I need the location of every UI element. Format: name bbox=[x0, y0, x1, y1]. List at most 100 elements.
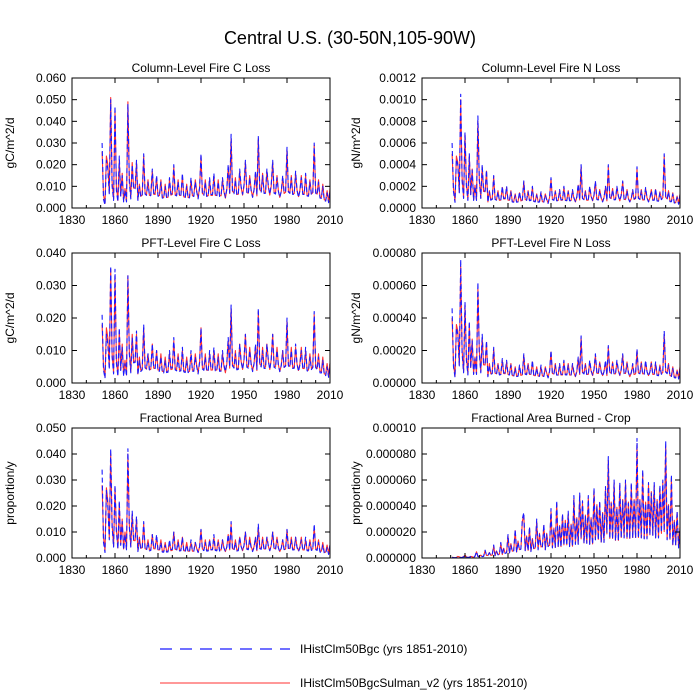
x-tick-label: 1950 bbox=[581, 213, 608, 227]
plot-frame bbox=[421, 77, 681, 209]
x-tick-label: 1860 bbox=[102, 213, 129, 227]
y-axis-label: proportion/y bbox=[3, 461, 17, 524]
x-tick-label: 1950 bbox=[581, 563, 608, 577]
x-tick-label: 1890 bbox=[495, 388, 522, 402]
x-tick-label: 1890 bbox=[495, 213, 522, 227]
y-tick-label: 0.030 bbox=[36, 473, 66, 487]
y-tick-label: 0.00010 bbox=[373, 421, 417, 435]
y-tick-label: 0.000060 bbox=[366, 473, 416, 487]
y-tick-label: 0.000 bbox=[36, 551, 66, 565]
series-line-bgc bbox=[101, 448, 331, 555]
y-axis-label: gC/m^2/d bbox=[3, 293, 17, 344]
chart-title: Fractional Area Burned - Crop bbox=[471, 411, 631, 425]
x-tick-label: 1860 bbox=[452, 213, 479, 227]
y-tick-label: 0.020 bbox=[36, 311, 66, 325]
y-tick-label: 0.00040 bbox=[373, 311, 417, 325]
x-tick-label: 1980 bbox=[624, 563, 651, 577]
y-tick-label: 0.040 bbox=[36, 114, 66, 128]
chart-title: PFT-Level Fire C Loss bbox=[141, 236, 260, 250]
chart-panel-3: PFT-Level Fire C Loss gC/m^2/d 1830 1860 189… bbox=[3, 236, 344, 402]
series-line-sulman bbox=[451, 265, 681, 379]
y-tick-label: 0.010 bbox=[36, 525, 66, 539]
x-tick-label: 1950 bbox=[581, 388, 608, 402]
y-tick-label: 0.040 bbox=[36, 447, 66, 461]
y-tick-label: 0.0004 bbox=[379, 158, 416, 172]
y-tick-label: 0.010 bbox=[36, 344, 66, 358]
x-tick-label: 1860 bbox=[102, 563, 129, 577]
x-tick-label: 2010 bbox=[667, 213, 694, 227]
series-line-bgc bbox=[101, 99, 331, 206]
x-tick-label: 1860 bbox=[102, 388, 129, 402]
x-tick-label: 2010 bbox=[667, 388, 694, 402]
y-tick-label: 0.050 bbox=[36, 93, 66, 107]
y-tick-label: 0.0010 bbox=[379, 93, 416, 107]
y-tick-label: 0.000 bbox=[36, 376, 66, 390]
x-tick-label: 1890 bbox=[145, 563, 172, 577]
page-title: Central U.S. (30-50N,105-90W) bbox=[224, 28, 476, 48]
y-tick-label: 0.040 bbox=[36, 246, 66, 260]
x-tick-label: 1920 bbox=[538, 213, 565, 227]
y-tick-label: 0.050 bbox=[36, 421, 66, 435]
y-tick-label: 0.030 bbox=[36, 136, 66, 150]
series-line-bgc bbox=[101, 265, 331, 379]
series-line-sulman bbox=[101, 268, 331, 378]
x-tick-label: 1920 bbox=[188, 388, 215, 402]
x-tick-label: 1920 bbox=[188, 563, 215, 577]
y-axis-label: gC/m^2/d bbox=[3, 118, 17, 169]
legend-label-sulman: IHistClm50BgcSulman_v2 (yrs 1851-2010) bbox=[300, 676, 527, 690]
y-axis-label: proportion/y bbox=[349, 461, 363, 524]
y-tick-label: 0.0008 bbox=[379, 114, 416, 128]
y-tick-label: 0.000040 bbox=[366, 499, 416, 513]
x-tick-label: 1830 bbox=[409, 388, 436, 402]
y-tick-label: 0.00060 bbox=[373, 279, 417, 293]
chart-title: PFT-Level Fire N Loss bbox=[491, 236, 610, 250]
chart-panel-6: Fractional Area Burned - Crop proportion/… bbox=[349, 411, 694, 577]
y-tick-label: 0.00020 bbox=[373, 344, 417, 358]
chart-panel-1: Column-Level Fire C Loss gC/m^2/d 1830 1860… bbox=[3, 61, 344, 227]
x-tick-label: 2010 bbox=[667, 563, 694, 577]
x-tick-label: 1830 bbox=[59, 388, 86, 402]
x-tick-label: 2010 bbox=[317, 563, 344, 577]
y-tick-label: 0.0006 bbox=[379, 136, 416, 150]
y-tick-label: 0.020 bbox=[36, 158, 66, 172]
y-tick-label: 0.010 bbox=[36, 179, 66, 193]
y-tick-label: 0.000020 bbox=[366, 525, 416, 539]
x-tick-label: 1950 bbox=[231, 213, 258, 227]
chart-panel-4: PFT-Level Fire N Loss gN/m^2/d 1830 1860 189… bbox=[349, 236, 694, 402]
x-tick-label: 1950 bbox=[231, 388, 258, 402]
chart-panel-5: Fractional Area Burned proportion/y 1830 18… bbox=[3, 411, 344, 577]
series-line-sulman bbox=[101, 96, 331, 204]
x-tick-label: 1980 bbox=[274, 563, 301, 577]
y-tick-label: 0.0012 bbox=[379, 71, 416, 85]
y-tick-label: 0.030 bbox=[36, 279, 66, 293]
y-tick-label: 0.000 bbox=[36, 201, 66, 215]
x-tick-label: 1830 bbox=[409, 213, 436, 227]
y-tick-label: 0.0000 bbox=[379, 201, 416, 215]
series-line-bgc bbox=[451, 258, 681, 380]
x-tick-label: 1920 bbox=[538, 563, 565, 577]
x-tick-label: 2010 bbox=[317, 213, 344, 227]
y-tick-label: 0.000080 bbox=[366, 447, 416, 461]
legend: IHistClm50Bgc (yrs 1851-2010) IHistClm50… bbox=[160, 642, 527, 690]
chart-title: Column-Level Fire C Loss bbox=[132, 61, 271, 75]
legend-label-bgc: IHistClm50Bgc (yrs 1851-2010) bbox=[300, 642, 467, 656]
chart-title: Column-Level Fire N Loss bbox=[482, 61, 621, 75]
y-tick-label: 0.0002 bbox=[379, 179, 416, 193]
x-tick-label: 1980 bbox=[624, 213, 651, 227]
x-tick-label: 1890 bbox=[495, 563, 522, 577]
x-tick-label: 2010 bbox=[317, 388, 344, 402]
y-axis-label: gN/m^2/d bbox=[349, 118, 363, 169]
x-tick-label: 1980 bbox=[624, 388, 651, 402]
x-tick-label: 1920 bbox=[188, 213, 215, 227]
x-tick-label: 1890 bbox=[145, 388, 172, 402]
x-tick-label: 1830 bbox=[59, 213, 86, 227]
y-axis-label: gN/m^2/d bbox=[349, 293, 363, 344]
x-tick-label: 1860 bbox=[452, 388, 479, 402]
chart-panels: Column-Level Fire C Loss gC/m^2/d 1830 1860… bbox=[3, 61, 694, 577]
x-tick-label: 1950 bbox=[231, 563, 258, 577]
series-line-bgc bbox=[451, 93, 681, 205]
y-tick-label: 0.000000 bbox=[366, 551, 416, 565]
y-tick-label: 0.00000 bbox=[373, 376, 417, 390]
